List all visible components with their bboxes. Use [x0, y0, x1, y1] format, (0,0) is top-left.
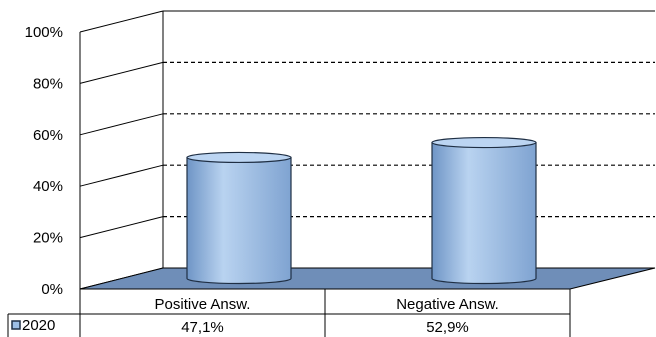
data-table: 2020 Positive Answ. 47,1% Negative Answ. 52… [8, 289, 570, 337]
bar [432, 138, 536, 284]
side-gridline [80, 114, 163, 135]
y-tick-label: 0% [41, 281, 63, 298]
bar-top [187, 152, 291, 162]
side-gridline [80, 11, 163, 32]
y-tick-label: 100% [25, 24, 63, 41]
chart-walls [80, 11, 655, 289]
legend-series-name: 2020 [22, 317, 55, 334]
bars [187, 138, 536, 284]
x-category-label: Positive Answ. [155, 296, 251, 313]
bar-body [187, 157, 291, 283]
bar [187, 152, 291, 283]
legend-swatch [12, 321, 20, 329]
chart-floor [80, 268, 655, 289]
table-value-cell: 52,9% [426, 319, 469, 336]
y-tick-label: 80% [33, 75, 63, 92]
bar-top [432, 138, 536, 148]
y-tick-label: 60% [33, 127, 63, 144]
side-gridline [80, 62, 163, 83]
table-value-cell: 47,1% [181, 319, 224, 336]
y-axis-ticks: 0% 20% 40% 60% 80% 100% [25, 24, 63, 298]
side-gridline [80, 217, 163, 238]
y-tick-label: 40% [33, 178, 63, 195]
y-tick-label: 20% [33, 230, 63, 247]
side-gridline [80, 165, 163, 186]
x-category-label: Negative Answ. [396, 296, 499, 313]
gridlines [80, 11, 655, 289]
bar-body [432, 143, 536, 284]
